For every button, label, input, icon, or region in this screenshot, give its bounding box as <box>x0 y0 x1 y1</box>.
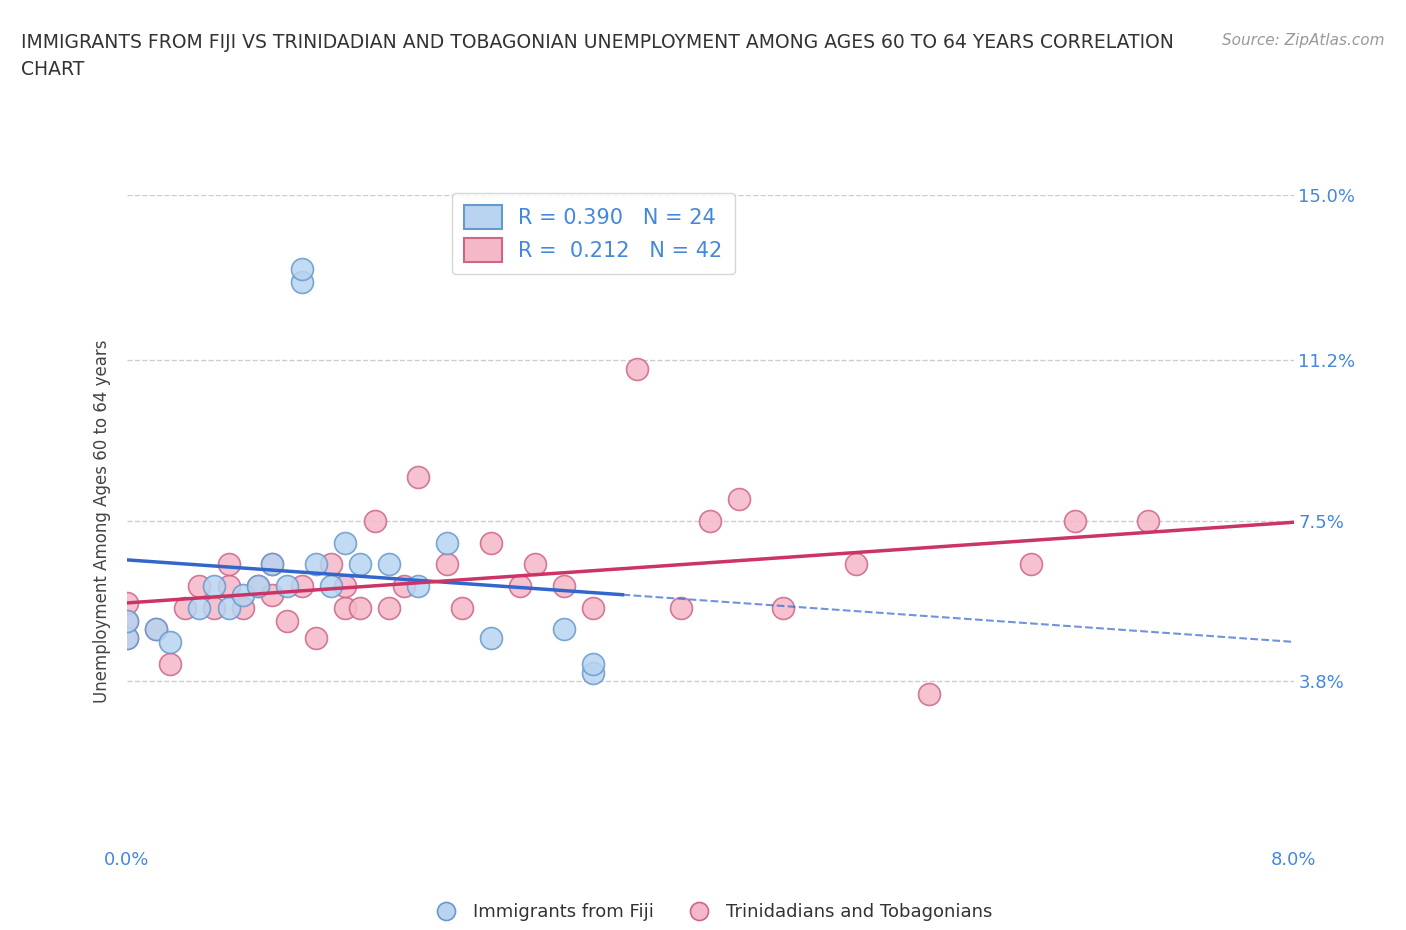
Point <box>232 587 254 602</box>
Y-axis label: Unemployment Among Ages 60 to 64 years: Unemployment Among Ages 60 to 64 years <box>93 339 111 702</box>
Point <box>582 665 605 680</box>
Point <box>335 535 357 550</box>
Point <box>246 578 269 593</box>
Point <box>349 557 371 572</box>
Text: Source: ZipAtlas.com: Source: ZipAtlas.com <box>1222 33 1385 47</box>
Point <box>626 362 648 377</box>
Point <box>159 657 181 671</box>
Point <box>509 578 531 593</box>
Point <box>115 631 138 645</box>
Point <box>218 578 240 593</box>
Point <box>218 600 240 615</box>
Point <box>202 600 225 615</box>
Point <box>188 578 211 593</box>
Point <box>174 600 197 615</box>
Point <box>262 557 284 572</box>
Point <box>262 557 284 572</box>
Point <box>1136 513 1159 528</box>
Point <box>145 622 167 637</box>
Point <box>436 557 458 572</box>
Point <box>378 600 401 615</box>
Point <box>728 492 751 507</box>
Point <box>262 587 284 602</box>
Point <box>290 274 312 289</box>
Point <box>479 535 502 550</box>
Point <box>218 557 240 572</box>
Point <box>115 596 138 611</box>
Point <box>115 613 138 628</box>
Point <box>918 687 941 702</box>
Point <box>582 657 605 671</box>
Point <box>335 578 357 593</box>
Legend: Immigrants from Fiji, Trinidadians and Tobagonians: Immigrants from Fiji, Trinidadians and T… <box>420 896 1000 928</box>
Point <box>305 557 328 572</box>
Point <box>523 557 546 572</box>
Text: CHART: CHART <box>21 60 84 79</box>
Point <box>1063 513 1085 528</box>
Point <box>408 470 430 485</box>
Point <box>451 600 474 615</box>
Point <box>305 631 328 645</box>
Point <box>582 600 605 615</box>
Point <box>290 578 312 593</box>
Point <box>436 535 458 550</box>
Point <box>408 578 430 593</box>
Point <box>349 600 371 615</box>
Point <box>159 635 181 650</box>
Point <box>363 513 385 528</box>
Text: IMMIGRANTS FROM FIJI VS TRINIDADIAN AND TOBAGONIAN UNEMPLOYMENT AMONG AGES 60 TO: IMMIGRANTS FROM FIJI VS TRINIDADIAN AND … <box>21 33 1174 51</box>
Point <box>115 613 138 628</box>
Point <box>276 578 298 593</box>
Point <box>246 578 269 593</box>
Point <box>276 613 298 628</box>
Point <box>392 578 415 593</box>
Point <box>772 600 794 615</box>
Point <box>335 600 357 615</box>
Point <box>319 578 342 593</box>
Point <box>378 557 401 572</box>
Point <box>202 578 225 593</box>
Point <box>115 631 138 645</box>
Point <box>669 600 692 615</box>
Point <box>232 600 254 615</box>
Point <box>290 261 312 276</box>
Point <box>845 557 868 572</box>
Point <box>188 600 211 615</box>
Point <box>319 557 342 572</box>
Point <box>145 622 167 637</box>
Point <box>1019 557 1042 572</box>
Point <box>553 622 575 637</box>
Point <box>699 513 721 528</box>
Point <box>553 578 575 593</box>
Point <box>479 631 502 645</box>
